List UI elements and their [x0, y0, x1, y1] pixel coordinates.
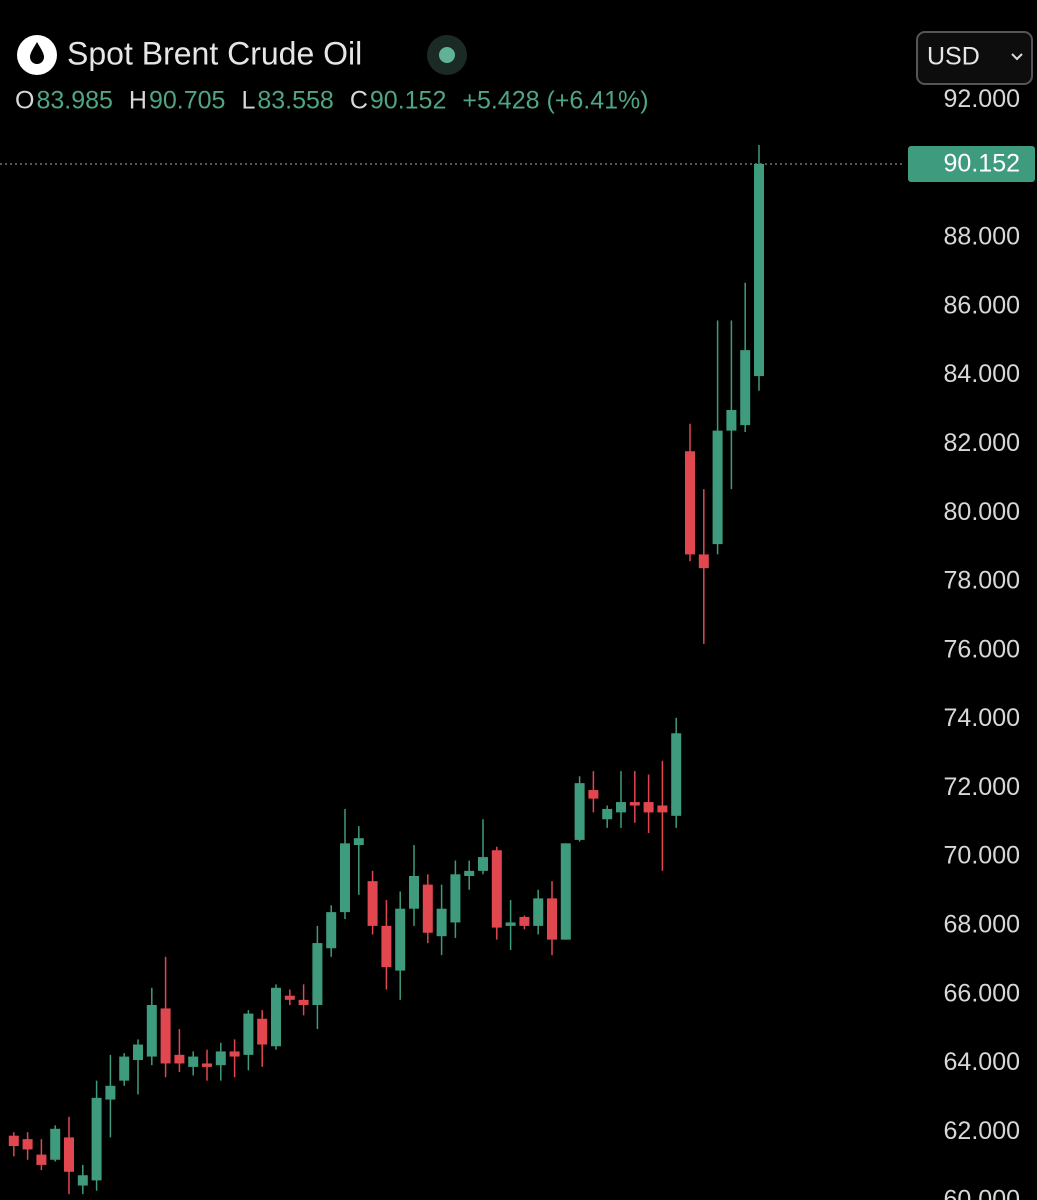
candle-body	[284, 995, 295, 1000]
currency-select[interactable]	[916, 31, 1033, 85]
candle-body	[588, 790, 599, 799]
candle-body	[367, 881, 378, 926]
candle-body	[229, 1051, 240, 1057]
candle-body	[91, 1097, 102, 1181]
y-tick-label: 68.000	[944, 910, 1020, 938]
y-tick-label: 80.000	[944, 498, 1020, 526]
candle-body	[243, 1013, 254, 1055]
y-tick-label: 64.000	[944, 1048, 1020, 1076]
candle-body	[602, 808, 613, 820]
candle-body	[353, 838, 364, 846]
candle-body	[215, 1051, 226, 1066]
last-price-label: 90.152	[944, 150, 1020, 178]
y-tick-label: 82.000	[944, 429, 1020, 457]
candle-body	[326, 912, 337, 949]
ohlc-value: 90.152	[370, 87, 446, 115]
y-tick-label: 72.000	[944, 773, 1020, 801]
plot	[0, 144, 905, 1195]
candle-body	[298, 999, 309, 1005]
candle-body	[671, 733, 682, 816]
candle-body	[146, 1004, 157, 1057]
candle-body	[105, 1085, 116, 1100]
candle-body	[505, 922, 516, 926]
candle-body	[395, 908, 406, 971]
y-tick-label: 76.000	[944, 635, 1020, 663]
y-tick-label: 62.000	[944, 1117, 1020, 1145]
candle-body	[616, 802, 626, 813]
candle-body	[450, 874, 461, 923]
candle-body	[547, 898, 557, 940]
candle-body	[643, 802, 654, 813]
ohlc-key: L	[241, 87, 255, 115]
candle-body	[312, 943, 323, 1005]
candle-body	[50, 1128, 61, 1160]
ohlc-key: H	[129, 87, 147, 115]
currency-label[interactable]: USD	[927, 43, 980, 71]
candle-body	[574, 783, 585, 840]
y-tick-label: 78.000	[944, 567, 1020, 595]
candle-body	[119, 1056, 130, 1081]
y-tick-label: 84.000	[944, 360, 1020, 388]
candle-body	[36, 1154, 47, 1165]
candle-body	[174, 1054, 185, 1064]
chart-title: Spot Brent Crude Oil	[67, 35, 362, 71]
ohlc-value: 83.558	[257, 87, 333, 115]
y-tick-label: 92.000	[944, 85, 1020, 113]
candle-body	[64, 1137, 74, 1172]
y-tick-label: 86.000	[944, 291, 1020, 319]
candle-body	[8, 1135, 19, 1147]
ohlc-legend: O 83.985 H 90.705 L 83.558 C 90.152 +5.428 (+6.4…	[15, 87, 649, 115]
candle-body	[381, 925, 392, 968]
ohlc-key: C	[350, 87, 368, 115]
candle-body	[257, 1018, 268, 1045]
y-tick-label: 74.000	[944, 704, 1020, 732]
candle-body	[560, 843, 571, 940]
candle-body	[740, 350, 751, 426]
candle-body	[271, 987, 281, 1047]
candle-body	[409, 876, 419, 909]
candle-body	[464, 870, 475, 877]
ohlc-value: 83.985	[36, 87, 112, 115]
price-change: +5.428 (+6.41%)	[462, 87, 648, 115]
y-tick-label: 70.000	[944, 842, 1020, 870]
status-dot	[439, 47, 455, 63]
candle-body	[77, 1175, 88, 1186]
ohlc-value: 90.705	[149, 87, 225, 115]
candle-body	[340, 843, 350, 913]
candle-body	[478, 857, 488, 871]
candle-body	[22, 1139, 33, 1150]
dropdown-arrow[interactable]	[1011, 53, 1023, 61]
last-price-tag	[908, 145, 1035, 182]
droplet-icon	[30, 42, 44, 64]
candle-body	[491, 850, 502, 928]
candle-body	[188, 1056, 199, 1067]
candle-body	[422, 884, 433, 933]
candle-body	[754, 163, 764, 377]
ohlc-key: O	[15, 87, 34, 115]
y-tick-label: 60.000	[944, 1186, 1020, 1200]
candle-body	[712, 430, 723, 545]
candle-body	[533, 898, 544, 926]
candle-body	[436, 908, 447, 937]
y-axis: 60.000 62.000 64.000 66.000 68.000 70.000 72.0…	[908, 85, 1035, 1200]
candle-body	[202, 1063, 212, 1067]
candle-body	[657, 805, 668, 813]
candle-body	[133, 1044, 143, 1061]
candle-body	[698, 554, 709, 569]
candle-body	[726, 409, 737, 431]
candle-body	[685, 451, 695, 555]
candle-body	[160, 1008, 171, 1064]
candle-body	[519, 916, 530, 926]
candle-body	[629, 802, 640, 806]
y-tick-label: 66.000	[944, 979, 1020, 1007]
y-tick-label: 88.000	[944, 223, 1020, 251]
